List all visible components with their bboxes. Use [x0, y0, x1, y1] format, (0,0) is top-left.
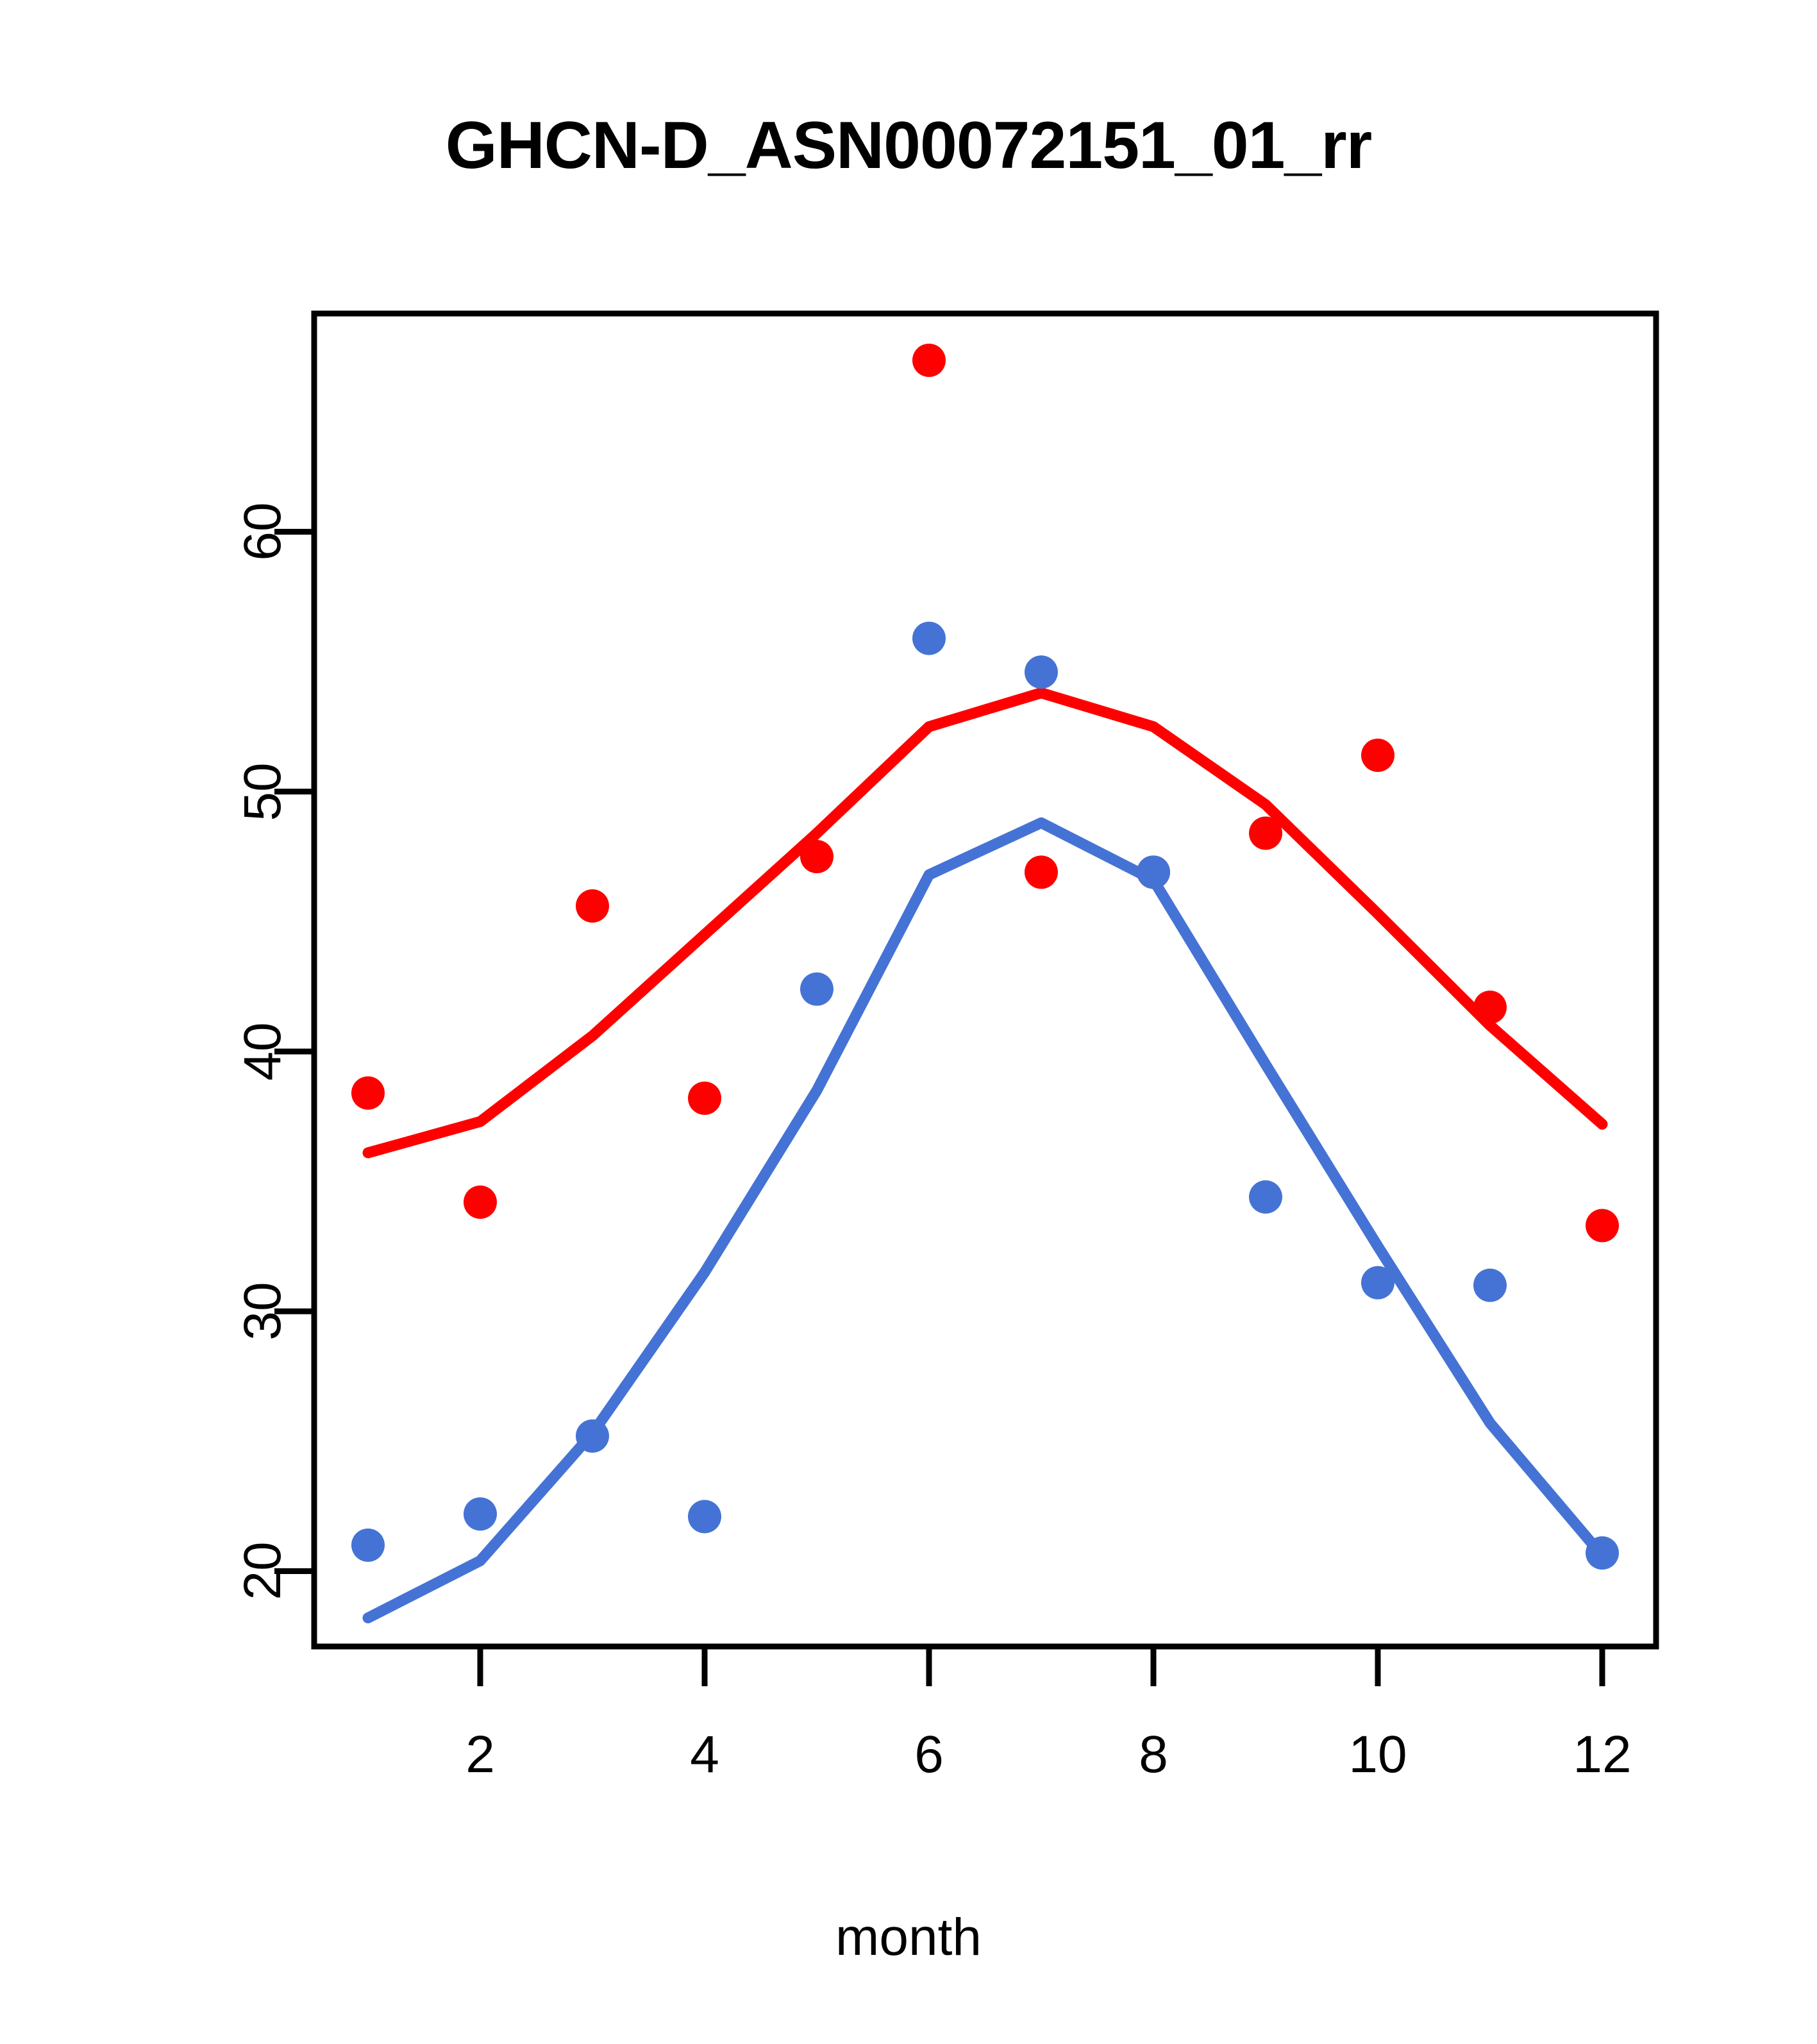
x-axis-label: month: [835, 1908, 982, 1966]
blue-points-marker: [1137, 855, 1170, 889]
page-title: GHCN-D_ASN00072151_01_rr: [445, 108, 1372, 183]
blue-points-marker: [351, 1528, 385, 1562]
series-blue-points: [351, 621, 1619, 1570]
blue-line-path: [362, 817, 1608, 1623]
x-tick-label: 10: [1348, 1725, 1407, 1784]
y-tick-label: 60: [233, 502, 292, 562]
blue-points-marker: [1025, 655, 1058, 689]
y-tick-label: 30: [233, 1282, 292, 1341]
red-points-marker: [1361, 738, 1394, 772]
series-red-points: [351, 343, 1619, 1243]
red-line-path: [362, 687, 1608, 1159]
plot-frame: [311, 310, 1659, 1650]
blue-points-marker: [800, 972, 833, 1006]
blue-points-marker: [1361, 1266, 1394, 1300]
red-points-marker: [688, 1081, 721, 1115]
red-points-marker: [1249, 816, 1282, 850]
x-tick-label: 4: [690, 1725, 719, 1784]
x-tick-label: 12: [1573, 1725, 1632, 1784]
red-points-marker: [351, 1076, 385, 1110]
red-points-marker: [800, 840, 833, 873]
red-points-marker: [576, 889, 609, 923]
red-points-marker: [912, 343, 946, 377]
blue-points-marker: [688, 1500, 721, 1534]
red-points-marker: [1586, 1209, 1619, 1243]
x-axis-ticks: [477, 1646, 1605, 1686]
red-points-marker: [1473, 991, 1507, 1025]
y-tick-label: 40: [233, 1022, 292, 1081]
y-tick-label: 20: [233, 1541, 292, 1601]
red-points-marker: [1025, 855, 1058, 889]
blue-points-marker: [1249, 1180, 1282, 1214]
series-red-line: [362, 687, 1608, 1159]
x-tick-label: 2: [465, 1725, 495, 1784]
blue-points-marker: [464, 1497, 497, 1531]
x-tick-label: 6: [914, 1725, 944, 1784]
blue-points-marker: [1586, 1536, 1619, 1570]
red-points-marker: [464, 1185, 497, 1219]
blue-points-marker: [1473, 1268, 1507, 1302]
blue-points-marker: [912, 621, 946, 655]
x-tick-label: 8: [1139, 1725, 1168, 1784]
blue-points-marker: [576, 1419, 609, 1453]
series-blue-line: [362, 817, 1608, 1623]
y-tick-label: 50: [233, 762, 292, 821]
y-axis-ticks: [274, 528, 314, 1574]
